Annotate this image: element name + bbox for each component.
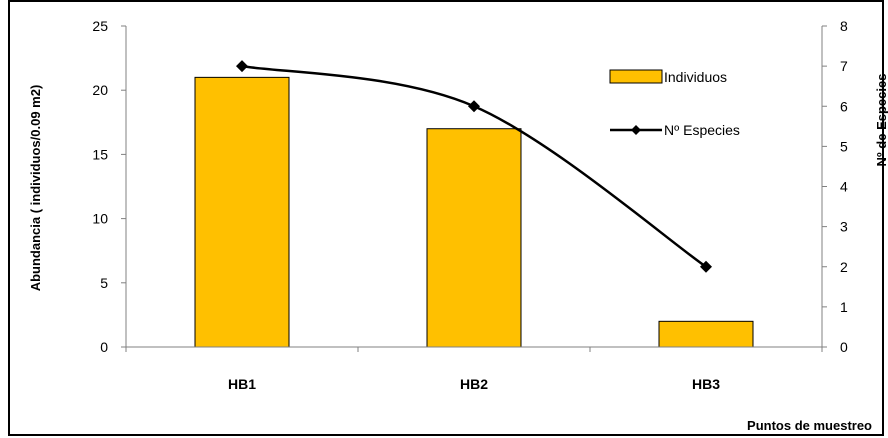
y-left-tick-label: 15 <box>92 146 108 162</box>
y-right-tick-label: 2 <box>840 259 848 275</box>
bar-hb2 <box>426 128 522 348</box>
category-labels-group: HB1 HB2 HB3 <box>228 376 720 392</box>
x-axis-title: Puntos de muestreo <box>747 418 872 433</box>
legend-line-marker <box>631 125 641 135</box>
axes-group <box>121 25 827 352</box>
y-right-tick-label: 6 <box>840 98 848 114</box>
x-tick-label-hb3: HB3 <box>692 376 720 392</box>
tick-labels-group: 0 5 10 15 20 25 0 1 2 3 4 5 6 7 8 <box>92 18 848 355</box>
y-axis-left-title: Abundancia ( individuos/0.09 m2) <box>28 85 43 292</box>
y-right-tick-label: 0 <box>840 339 848 355</box>
y-right-tick-label: 4 <box>840 179 848 195</box>
x-tick-label-hb1: HB1 <box>228 376 256 392</box>
bar-hb3 <box>658 320 754 348</box>
y-right-tick-label: 1 <box>840 299 848 315</box>
y-left-tick-label: 25 <box>92 18 108 34</box>
species-markers-group <box>236 60 712 273</box>
y-left-tick-label: 0 <box>100 339 108 355</box>
bar-hb1 <box>194 76 290 348</box>
y-left-tick-label: 20 <box>92 82 108 98</box>
y-right-tick-label: 8 <box>840 18 848 34</box>
y-left-tick-label: 10 <box>92 211 108 227</box>
y-right-tick-label: 3 <box>840 219 848 235</box>
species-point-hb1 <box>236 60 248 73</box>
legend-line-label: Nº Especies <box>664 122 740 138</box>
legend: Individuos Nº Especies <box>609 69 740 138</box>
y-axis-right-title: Nº de Especies <box>874 74 888 167</box>
legend-bar-swatch <box>609 69 663 84</box>
y-left-tick-label: 5 <box>100 275 108 291</box>
species-point-hb2 <box>468 100 480 113</box>
y-right-tick-label: 7 <box>840 58 848 74</box>
x-tick-label-hb2: HB2 <box>460 376 488 392</box>
bars-group <box>194 76 754 348</box>
legend-bar-label: Individuos <box>664 69 727 85</box>
species-point-hb3 <box>700 260 712 273</box>
y-right-tick-label: 5 <box>840 138 848 154</box>
